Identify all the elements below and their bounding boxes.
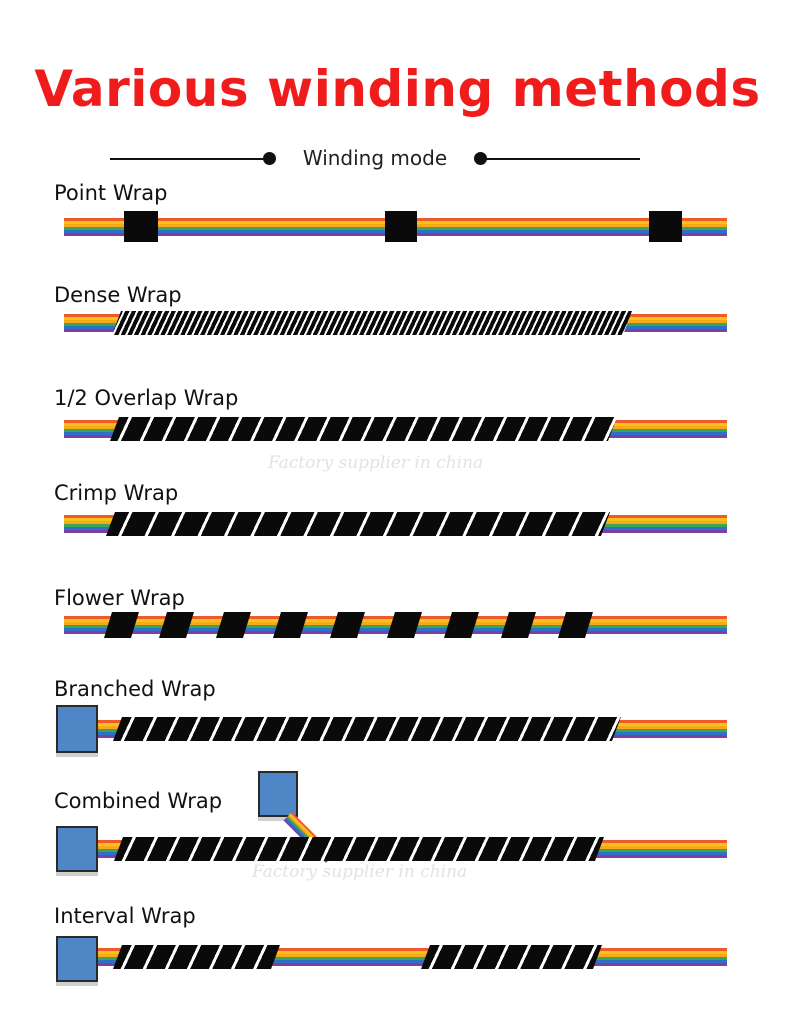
wrap-label-crimp: Crimp Wrap: [54, 481, 179, 505]
wrap-label-interval: Interval Wrap: [54, 904, 196, 928]
wrap-label-combined: Combined Wrap: [54, 789, 223, 813]
subtitle-dot-left: [263, 152, 276, 165]
tape-interval-1: [113, 945, 280, 969]
connector-combined: [56, 826, 98, 876]
wrap-label-branched: Branched Wrap: [54, 677, 216, 701]
wrap-label-flower: Flower Wrap: [54, 586, 185, 610]
tape-branched: [113, 717, 621, 741]
watermark-2: Factory supplier in china: [252, 862, 468, 882]
tape-combined: [114, 837, 604, 861]
subtitle-dot-right: [474, 152, 487, 165]
watermark-1: Factory supplier in china: [268, 453, 484, 473]
subtitle-line-right: [482, 158, 640, 160]
wrap-label-half-overlap: 1/2 Overlap Wrap: [54, 386, 239, 410]
tape-crimp: [106, 512, 610, 536]
subtitle-line-left: [110, 158, 268, 160]
tape-point-1: [124, 211, 158, 242]
subtitle-row: Winding mode: [110, 143, 640, 173]
subtitle: Winding mode: [302, 146, 448, 170]
wrap-label-point: Point Wrap: [54, 181, 168, 205]
connector-combined-top: [258, 771, 298, 821]
connector-branched: [56, 705, 98, 757]
connector-interval: [56, 936, 98, 986]
tape-dense: [112, 311, 632, 335]
tape-interval-2: [421, 945, 602, 969]
wrap-label-dense: Dense Wrap: [54, 283, 182, 307]
tape-half-overlap: [110, 417, 617, 441]
page-title: Various winding methods: [34, 60, 761, 118]
tape-point-3: [649, 211, 682, 242]
tape-point-2: [385, 211, 417, 242]
